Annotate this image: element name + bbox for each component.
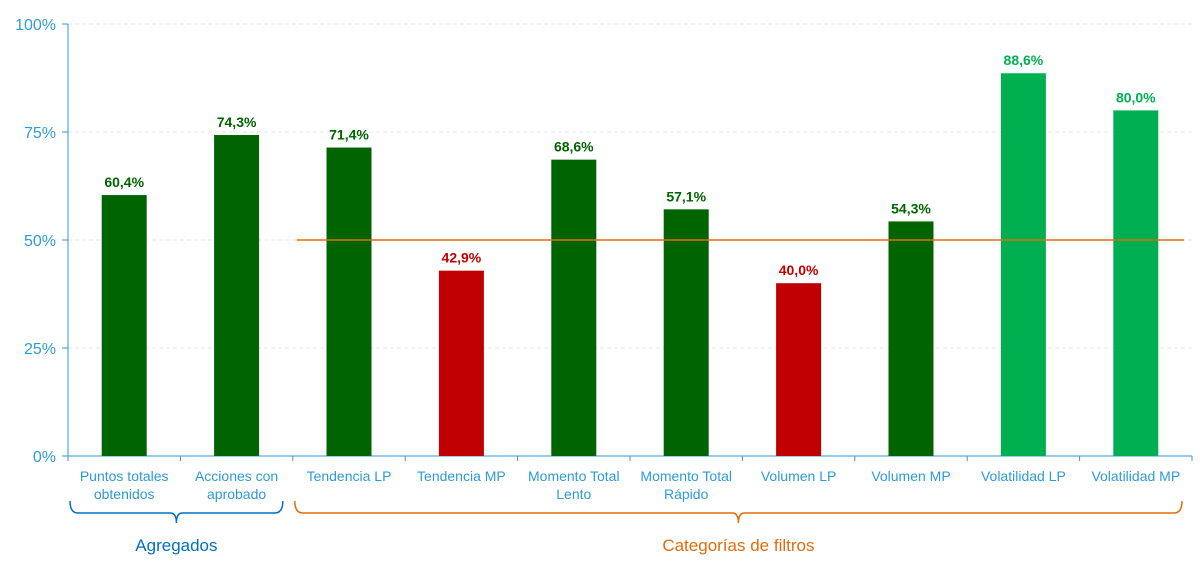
category-label: Volumen LP [761, 468, 837, 484]
group-label: Categorías de filtros [662, 536, 814, 555]
bar [551, 159, 597, 456]
data-label: 80,0% [1116, 89, 1156, 105]
category-label: Volatilidad LP [981, 468, 1066, 484]
data-labels: 60,4% 74,3% 71,4% 42,9% 68,6% 57,1% 40,0% 54,3%… [104, 52, 1156, 278]
bar [663, 209, 709, 456]
category-label: obtenidos [94, 486, 155, 502]
category-label: Rápido [664, 486, 709, 502]
data-label: 60,4% [104, 174, 144, 190]
data-label: 71,4% [329, 127, 369, 143]
category-label: Tendencia LP [307, 468, 392, 484]
category-label: Acciones con [195, 468, 278, 484]
group-bracket [69, 500, 284, 524]
bar [888, 221, 934, 456]
bars [101, 73, 1159, 457]
group-bracket [294, 500, 1183, 524]
data-label: 42,9% [442, 250, 482, 266]
category-label: Tendencia MP [417, 468, 506, 484]
y-tick-label: 100% [15, 17, 56, 34]
category-labels: Puntos totales obtenidos Acciones con aprob… [80, 468, 1180, 502]
data-label: 54,3% [891, 200, 931, 216]
y-tick-label: 50% [24, 233, 56, 250]
data-label: 40,0% [779, 262, 819, 278]
bar [776, 283, 822, 456]
data-label: 68,6% [554, 139, 594, 155]
group-brackets: Agregados Categorías de filtros [69, 500, 1183, 555]
group-label: Agregados [135, 536, 217, 555]
category-label: Volumen MP [871, 468, 950, 484]
bar [1000, 73, 1046, 457]
bar [1113, 110, 1159, 457]
y-tick-label: 25% [24, 341, 56, 358]
category-label: aprobado [207, 486, 266, 502]
data-label: 57,1% [666, 188, 706, 204]
bar [214, 135, 260, 457]
category-label: Momento Total [640, 468, 732, 484]
bar [326, 147, 372, 456]
category-label: Volatilidad MP [1091, 468, 1180, 484]
category-label: Puntos totales [80, 468, 169, 484]
data-label: 74,3% [217, 114, 257, 130]
data-label: 88,6% [1004, 52, 1044, 68]
bar [101, 195, 147, 456]
category-label: Lento [556, 486, 591, 502]
y-tick-label: 0% [33, 449, 56, 466]
bar [438, 270, 484, 456]
category-label: Momento Total [528, 468, 620, 484]
y-tick-label: 75% [24, 125, 56, 142]
